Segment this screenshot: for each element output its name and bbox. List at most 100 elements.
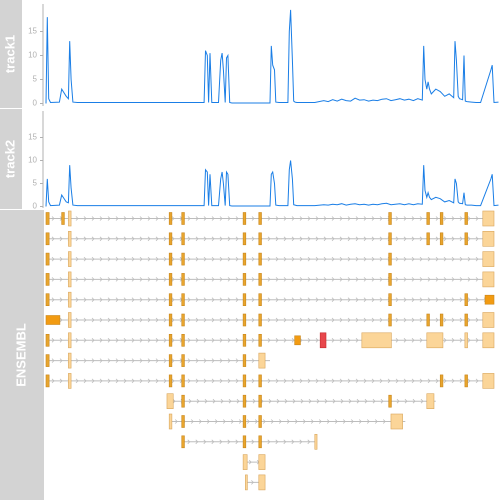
- exon: [166, 393, 174, 410]
- strand-arrow: [315, 277, 319, 282]
- exon: [68, 352, 72, 369]
- exon: [242, 333, 247, 347]
- strand-arrow: [219, 439, 223, 445]
- strand-arrow: [172, 398, 176, 404]
- track1-panel: track1 0 5 10 15: [0, 0, 499, 108]
- strand-arrow: [307, 277, 311, 282]
- strand-arrow: [315, 317, 319, 323]
- strand-arrow: [411, 378, 415, 384]
- strand-arrow: [75, 358, 79, 363]
- strand-arrow: [91, 378, 95, 384]
- strand-arrow: [420, 398, 424, 404]
- strand-arrow: [366, 419, 370, 424]
- strand-arrow: [475, 378, 479, 384]
- strand-arrow: [339, 236, 343, 242]
- exon: [242, 415, 247, 428]
- strand-arrow: [163, 378, 167, 384]
- strand-arrow: [227, 256, 231, 262]
- strand-arrow: [467, 317, 471, 323]
- strand-arrow: [107, 256, 111, 262]
- exon: [45, 374, 50, 388]
- strand-arrow: [395, 256, 399, 262]
- strand-arrow: [51, 277, 55, 282]
- strand-arrow: [339, 338, 343, 343]
- strand-arrow: [371, 317, 375, 323]
- strand-arrow: [115, 297, 119, 302]
- exon: [388, 293, 392, 307]
- strand-arrow: [212, 398, 216, 404]
- strand-arrow: [307, 256, 311, 262]
- track2-tick-label-0: 0: [33, 202, 38, 211]
- strand-arrow: [283, 236, 287, 242]
- exon: [258, 313, 262, 327]
- strand-arrow: [59, 338, 63, 343]
- exon: [388, 252, 392, 266]
- strand-arrow: [123, 216, 127, 221]
- exon: [181, 232, 185, 246]
- strand-arrow: [278, 419, 282, 424]
- strand-arrow: [419, 236, 423, 242]
- strand-arrow: [276, 398, 280, 404]
- strand-arrow: [379, 277, 383, 282]
- strand-arrow: [371, 216, 375, 221]
- strand-arrow: [155, 358, 159, 363]
- strand-arrow: [203, 439, 207, 445]
- strand-arrow: [427, 297, 431, 302]
- strand-arrow: [211, 236, 215, 242]
- strand-arrow: [323, 378, 327, 384]
- strand-arrow: [227, 277, 231, 282]
- transcript-5: [45, 291, 495, 308]
- exon: [426, 232, 430, 246]
- exon: [181, 212, 185, 225]
- strand-arrow: [51, 358, 55, 363]
- strand-arrow: [83, 317, 87, 323]
- exon: [45, 315, 61, 325]
- strand-arrow: [427, 256, 431, 262]
- strand-arrow: [283, 277, 287, 282]
- exon: [181, 374, 185, 388]
- strand-arrow: [187, 439, 191, 445]
- strand-arrow: [435, 317, 439, 323]
- strand-arrow: [326, 419, 330, 424]
- strand-arrow: [59, 317, 63, 323]
- strand-arrow: [59, 297, 63, 302]
- strand-arrow: [251, 480, 254, 485]
- strand-arrow: [163, 297, 167, 302]
- strand-arrow: [139, 378, 143, 384]
- strand-arrow: [228, 398, 232, 404]
- exon: [68, 251, 72, 267]
- transcript-3: [45, 251, 495, 267]
- exon: [168, 232, 173, 246]
- strand-arrow: [347, 378, 351, 384]
- strand-arrow: [107, 358, 111, 363]
- strand-arrow: [99, 378, 103, 384]
- strand-arrow: [324, 398, 328, 404]
- strand-arrow: [91, 317, 95, 323]
- strand-arrow: [412, 398, 416, 404]
- exon: [242, 454, 248, 470]
- strand-arrow: [475, 256, 479, 262]
- strand-arrow: [235, 338, 239, 343]
- strand-arrow: [299, 256, 303, 262]
- strand-arrow: [187, 236, 191, 242]
- exon: [464, 212, 468, 225]
- strand-arrow: [155, 216, 159, 221]
- transcript-14: [245, 474, 266, 491]
- strand-arrow: [316, 398, 320, 404]
- strand-arrow: [203, 378, 207, 384]
- exon: [426, 212, 430, 225]
- strand-arrow: [371, 277, 375, 282]
- exon: [361, 332, 392, 349]
- strand-arrow: [379, 297, 383, 302]
- strand-arrow: [155, 256, 159, 262]
- track2-panel: track2 0 5 10 15: [0, 109, 499, 211]
- strand-arrow: [139, 317, 143, 323]
- exon: [168, 252, 173, 266]
- strand-arrow: [268, 398, 272, 404]
- exon: [68, 373, 72, 389]
- strand-arrow: [219, 358, 223, 363]
- strand-arrow: [331, 277, 335, 282]
- strand-arrow: [155, 317, 159, 323]
- strand-arrow: [350, 419, 354, 424]
- strand-arrow: [91, 297, 95, 302]
